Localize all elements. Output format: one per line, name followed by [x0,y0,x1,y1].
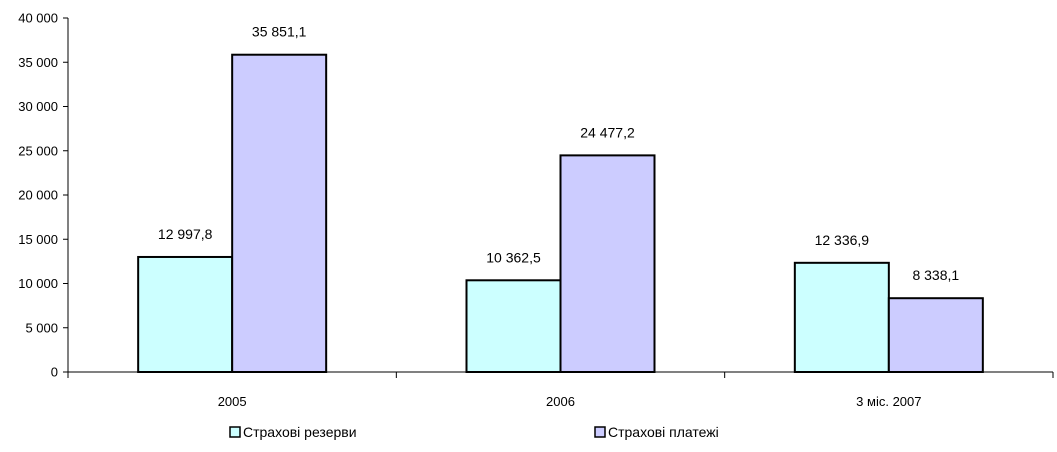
x-tick-label: 3 міс. 2007 [856,394,921,409]
bar [231,53,328,373]
y-tick-label: 20 000 [18,188,58,203]
data-label: 8 338,1 [912,267,959,283]
bar [465,279,562,373]
data-label: 12 336,9 [815,232,870,248]
x-tick-label: 2006 [546,394,575,409]
y-tick-label: 40 000 [18,11,58,26]
x-tick-label: 2005 [218,394,247,409]
data-label: 35 851,1 [252,24,307,40]
y-tick-label: 5 000 [25,320,58,335]
y-tick-label: 15 000 [18,232,58,247]
y-tick-label: 30 000 [18,99,58,114]
y-tick-label: 0 [51,365,58,380]
y-axis: 0 5 000 10 000 15 000 20 000 25 000 30 000 35 0… [18,11,69,380]
legend-swatch [229,426,241,438]
bar [559,154,656,373]
data-label: 24 477,2 [580,124,635,140]
legend-label: Страхові платежі [608,424,719,440]
data-label: 10 362,5 [486,249,541,265]
legend-swatch [594,426,606,438]
bar [137,255,234,374]
y-tick-label: 25 000 [18,143,58,158]
legend-label: Страхові резерви [243,424,357,440]
x-axis: 2005 2006 3 міс. 2007 [67,371,1054,409]
bars [137,53,984,374]
data-label: 12 997,8 [158,226,213,242]
y-tick-label: 35 000 [18,55,58,70]
data-labels: 12 997,8 10 362,5 12 336,9 35 851,1 24 477,2… [158,24,959,283]
bar [793,261,890,373]
legend: Страхові резерви Страхові платежі [229,424,719,440]
y-tick-label: 10 000 [18,276,58,291]
bar [887,297,984,374]
